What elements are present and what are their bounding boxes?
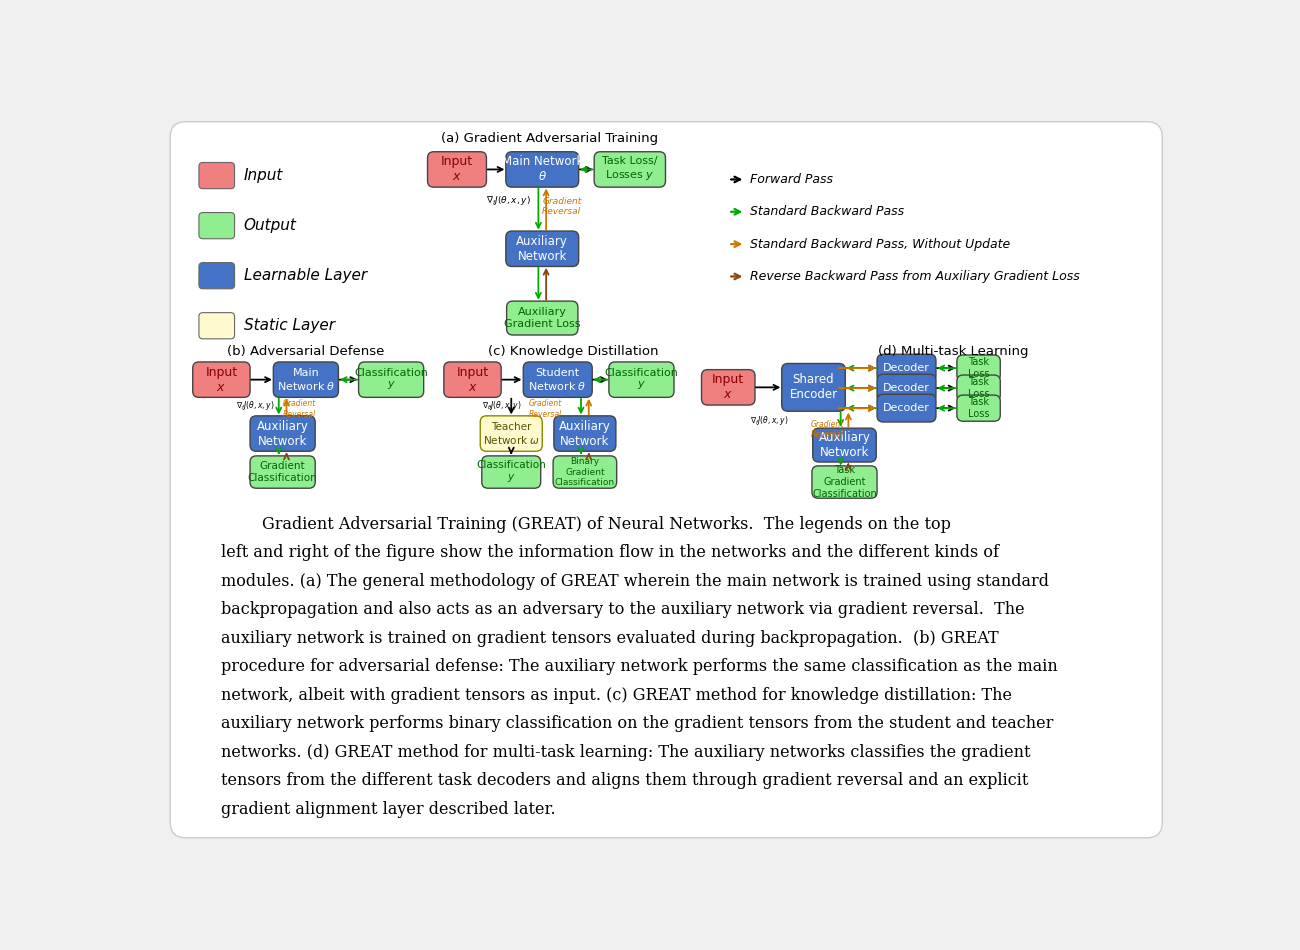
Text: $\nabla_f J(\theta,x,y)$: $\nabla_f J(\theta,x,y)$: [750, 414, 788, 427]
FancyBboxPatch shape: [878, 394, 936, 422]
Text: (c) Knowledge Distillation: (c) Knowledge Distillation: [488, 345, 659, 357]
FancyBboxPatch shape: [192, 362, 250, 397]
Text: Input: Input: [244, 168, 283, 183]
FancyBboxPatch shape: [554, 416, 616, 451]
FancyBboxPatch shape: [199, 262, 234, 289]
Text: Auxiliary
Network: Auxiliary Network: [256, 420, 308, 447]
Text: (d) Multi-task Learning: (d) Multi-task Learning: [878, 345, 1028, 357]
Text: Task
Loss: Task Loss: [967, 397, 989, 419]
Text: Decoder: Decoder: [883, 403, 930, 413]
FancyBboxPatch shape: [702, 370, 755, 405]
Text: Binary
Gradient
Classification: Binary Gradient Classification: [555, 457, 615, 487]
FancyBboxPatch shape: [506, 231, 578, 266]
Text: Auxiliary
Gradient Loss: Auxiliary Gradient Loss: [504, 307, 581, 329]
Text: Input
$x$: Input $x$: [456, 366, 489, 393]
FancyBboxPatch shape: [594, 152, 666, 187]
Text: (a) Gradient Adversarial Training: (a) Gradient Adversarial Training: [442, 132, 659, 145]
Text: Task Loss/
Losses $y$: Task Loss/ Losses $y$: [602, 157, 658, 182]
FancyBboxPatch shape: [878, 354, 936, 382]
Text: Gradient
Reversal: Gradient Reversal: [528, 399, 562, 419]
Text: modules. (a) The general methodology of GREAT wherein the main network is traine: modules. (a) The general methodology of …: [221, 573, 1049, 590]
FancyBboxPatch shape: [781, 364, 845, 411]
Text: Gradient
Reversal: Gradient Reversal: [811, 420, 844, 440]
Text: Task
Loss: Task Loss: [967, 377, 989, 399]
Text: Input
$x$: Input $x$: [205, 366, 238, 393]
Text: Output: Output: [244, 218, 296, 233]
FancyBboxPatch shape: [443, 362, 502, 397]
Text: Student
Network $\theta$: Student Network $\theta$: [529, 368, 588, 391]
FancyBboxPatch shape: [957, 375, 1000, 401]
Text: Classification
$y$: Classification $y$: [604, 368, 679, 391]
FancyBboxPatch shape: [199, 313, 234, 339]
Text: Task
Gradient
Classification: Task Gradient Classification: [812, 466, 878, 499]
FancyBboxPatch shape: [199, 162, 234, 189]
Text: backpropagation and also acts as an adversary to the auxiliary network via gradi: backpropagation and also acts as an adve…: [221, 601, 1024, 618]
Text: Gradient
Classification: Gradient Classification: [248, 462, 317, 483]
Text: Standard Backward Pass: Standard Backward Pass: [750, 205, 903, 218]
Text: Decoder: Decoder: [883, 383, 930, 393]
FancyBboxPatch shape: [812, 428, 876, 462]
FancyBboxPatch shape: [524, 362, 593, 397]
Text: Shared
Encoder: Shared Encoder: [789, 373, 837, 401]
Text: (b) Adversarial Defense: (b) Adversarial Defense: [227, 345, 385, 357]
FancyBboxPatch shape: [957, 355, 1000, 381]
Text: left and right of the figure show the information flow in the networks and the d: left and right of the figure show the in…: [221, 544, 998, 561]
Text: Main
Network $\theta$: Main Network $\theta$: [277, 368, 335, 391]
Text: Auxiliary
Network: Auxiliary Network: [516, 235, 568, 263]
FancyBboxPatch shape: [608, 362, 673, 397]
Text: Task
Loss: Task Loss: [967, 357, 989, 379]
Text: Gradient Adversarial Training (GREAT) of Neural Networks.  The legends on the to: Gradient Adversarial Training (GREAT) of…: [221, 516, 950, 533]
FancyBboxPatch shape: [878, 374, 936, 402]
Text: Classification
$y$: Classification $y$: [476, 460, 546, 484]
Text: Gradient
Reversal: Gradient Reversal: [542, 197, 581, 216]
Text: tensors from the different task decoders and aligns them through gradient revers: tensors from the different task decoders…: [221, 772, 1028, 789]
FancyBboxPatch shape: [250, 416, 315, 451]
Text: gradient alignment layer described later.: gradient alignment layer described later…: [221, 801, 555, 818]
Text: $\nabla_\theta J(\theta,x,y)$: $\nabla_\theta J(\theta,x,y)$: [482, 399, 521, 411]
FancyBboxPatch shape: [428, 152, 486, 187]
FancyBboxPatch shape: [170, 122, 1162, 838]
Text: Reverse Backward Pass from Auxiliary Gradient Loss: Reverse Backward Pass from Auxiliary Gra…: [750, 270, 1080, 283]
FancyBboxPatch shape: [250, 456, 315, 488]
Text: Static Layer: Static Layer: [244, 318, 335, 333]
Text: auxiliary network performs binary classification on the gradient tensors from th: auxiliary network performs binary classi…: [221, 715, 1053, 732]
Text: networks. (d) GREAT method for multi-task learning: The auxiliary networks class: networks. (d) GREAT method for multi-tas…: [221, 744, 1030, 761]
Text: Learnable Layer: Learnable Layer: [244, 268, 367, 283]
Text: Auxiliary
Network: Auxiliary Network: [559, 420, 611, 447]
FancyBboxPatch shape: [957, 395, 1000, 421]
FancyBboxPatch shape: [506, 152, 578, 187]
Text: network, albeit with gradient tensors as input. (c) GREAT method for knowledge d: network, albeit with gradient tensors as…: [221, 687, 1011, 704]
Text: Decoder: Decoder: [883, 363, 930, 373]
Text: Main Network
$\theta$: Main Network $\theta$: [502, 156, 582, 183]
Text: Standard Backward Pass, Without Update: Standard Backward Pass, Without Update: [750, 238, 1010, 251]
FancyBboxPatch shape: [273, 362, 338, 397]
Text: Classification
$y$: Classification $y$: [354, 368, 428, 391]
Text: Forward Pass: Forward Pass: [750, 173, 833, 186]
Text: Input
$x$: Input $x$: [712, 373, 745, 401]
FancyBboxPatch shape: [359, 362, 424, 397]
FancyBboxPatch shape: [482, 456, 541, 488]
Text: Teacher
Network $\omega$: Teacher Network $\omega$: [482, 422, 540, 446]
Text: Gradient
Reversal: Gradient Reversal: [282, 399, 316, 419]
Text: procedure for adversarial defense: The auxiliary network performs the same class: procedure for adversarial defense: The a…: [221, 658, 1057, 675]
FancyBboxPatch shape: [552, 456, 616, 488]
Text: auxiliary network is trained on gradient tensors evaluated during backpropagatio: auxiliary network is trained on gradient…: [221, 630, 998, 647]
Text: Input
$x$: Input $x$: [441, 156, 473, 183]
FancyBboxPatch shape: [480, 416, 542, 451]
FancyBboxPatch shape: [507, 301, 578, 335]
FancyBboxPatch shape: [812, 466, 878, 498]
Text: $\nabla_f J(\theta,x,y)$: $\nabla_f J(\theta,x,y)$: [237, 399, 274, 411]
FancyBboxPatch shape: [199, 213, 234, 238]
Text: $\nabla_f J(\theta,x,y)$: $\nabla_f J(\theta,x,y)$: [486, 194, 532, 207]
Text: Auxiliary
Network: Auxiliary Network: [819, 431, 871, 459]
